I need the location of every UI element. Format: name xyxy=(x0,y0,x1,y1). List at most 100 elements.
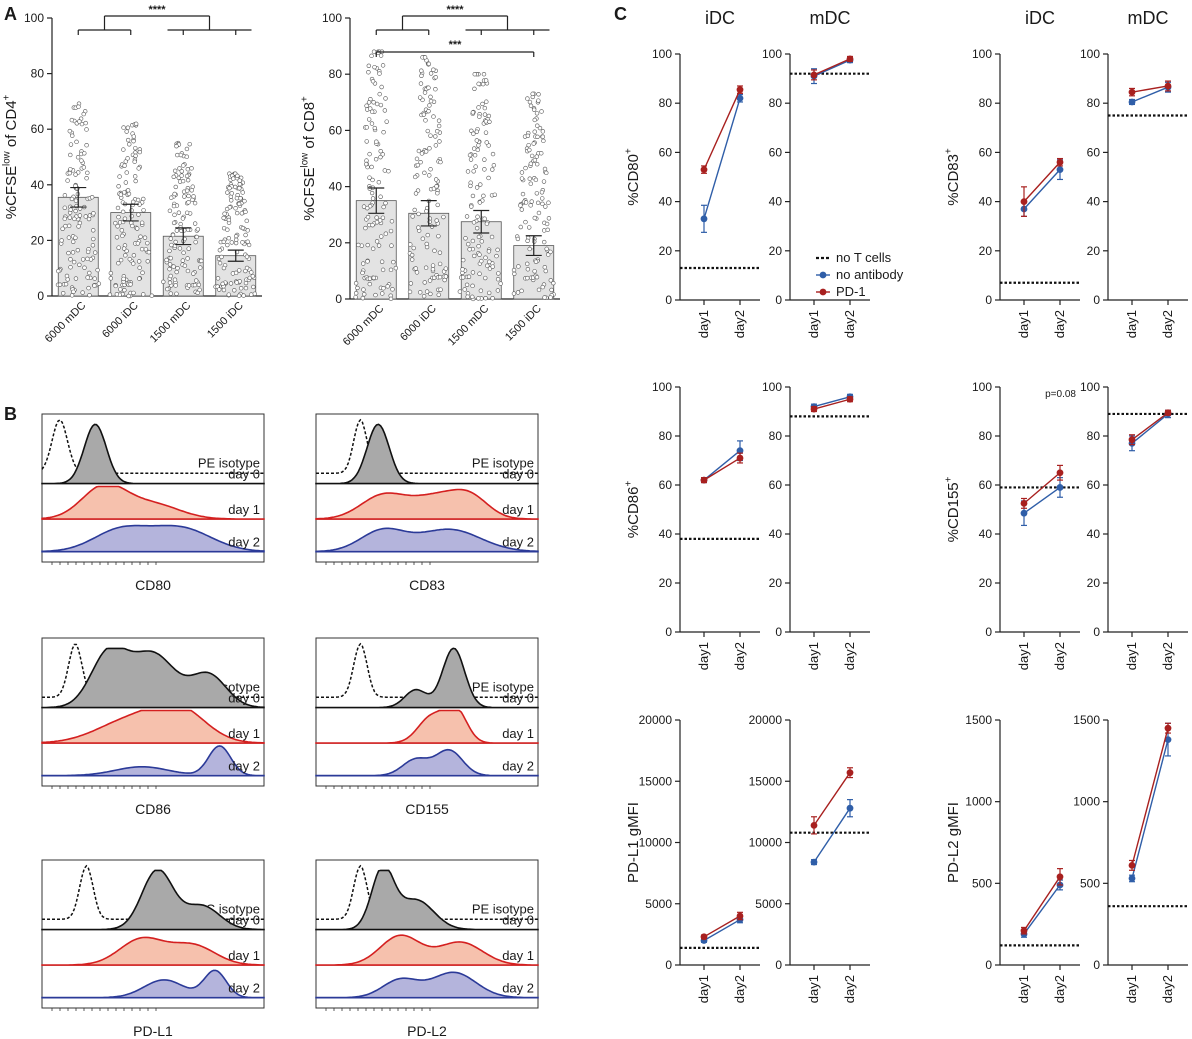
y-tick-label: 20 xyxy=(659,576,673,590)
data-point xyxy=(172,191,177,197)
data-point xyxy=(423,118,428,123)
data-point xyxy=(419,73,424,79)
data-point xyxy=(85,256,90,262)
data-point-no_antibody xyxy=(1128,98,1136,106)
data-point xyxy=(66,223,72,229)
data-point xyxy=(233,206,238,211)
data-point xyxy=(123,253,128,258)
data-point xyxy=(390,287,395,292)
data-point xyxy=(519,207,524,212)
data-point xyxy=(490,264,495,269)
column-title: mDC xyxy=(810,8,851,28)
data-point xyxy=(137,149,143,155)
data-point xyxy=(523,165,528,171)
data-point xyxy=(88,257,94,262)
y-tick-label: 20 xyxy=(979,576,993,590)
data-point xyxy=(123,180,129,185)
data-point xyxy=(168,255,173,261)
data-point xyxy=(386,169,391,174)
data-point xyxy=(175,266,180,271)
plot-frame xyxy=(41,859,265,1009)
data-point xyxy=(199,258,204,264)
series-line-no_antibody xyxy=(703,450,741,481)
data-point xyxy=(364,125,370,130)
data-point xyxy=(465,169,471,174)
data-point xyxy=(57,282,63,287)
data-point-pd1 xyxy=(1020,499,1028,507)
data-point xyxy=(82,151,87,156)
data-point xyxy=(250,274,256,279)
data-point xyxy=(372,64,377,70)
data-point xyxy=(475,147,480,153)
data-point xyxy=(424,209,429,214)
data-point xyxy=(174,143,179,149)
marker-label: CD80 xyxy=(135,577,171,593)
data-point xyxy=(541,138,546,144)
data-point xyxy=(370,177,375,183)
data-point xyxy=(132,159,137,164)
panel-letter-a: A xyxy=(4,4,17,24)
data-point xyxy=(66,235,72,240)
data-point xyxy=(532,215,537,221)
data-point xyxy=(135,241,141,246)
data-point-pd1 xyxy=(1020,927,1028,935)
line-plot-r1-c3: 0 20 40 60 80 100 day1 day2 xyxy=(1080,380,1188,670)
x-tick-label: day1 xyxy=(696,310,711,338)
x-tick-label: day2 xyxy=(1160,642,1175,670)
data-point xyxy=(121,147,126,152)
data-point xyxy=(185,256,190,261)
data-point xyxy=(244,218,249,224)
y-tick-label: 20 xyxy=(31,233,45,247)
y-tick-label: 60 xyxy=(979,478,993,492)
data-point xyxy=(81,111,86,117)
y-tick-label: 0 xyxy=(1093,293,1100,307)
y-tick-label: 0 xyxy=(665,958,672,972)
y-tick-label: 80 xyxy=(979,96,993,110)
data-point xyxy=(68,142,74,147)
data-point xyxy=(380,63,386,68)
x-tick-label: day2 xyxy=(732,310,747,338)
data-point xyxy=(70,250,76,255)
data-point xyxy=(131,261,136,266)
data-point xyxy=(215,276,221,281)
data-point xyxy=(534,191,540,196)
data-point xyxy=(470,238,476,244)
y-tick-label: 1000 xyxy=(1073,795,1100,809)
data-point xyxy=(527,147,532,153)
data-point xyxy=(479,258,484,264)
x-tick-label: 6000 mDC xyxy=(43,300,89,346)
data-point xyxy=(195,290,200,296)
y-tick-label: 100 xyxy=(972,47,992,61)
y-tick-label: 500 xyxy=(1080,876,1100,890)
row-label: day 1 xyxy=(228,502,260,517)
histogram-day1 xyxy=(41,485,265,520)
data-point xyxy=(543,204,548,209)
data-point xyxy=(540,129,546,134)
data-point xyxy=(380,291,385,296)
data-point xyxy=(72,216,77,222)
data-point-no_antibody xyxy=(1056,166,1064,174)
data-point xyxy=(167,208,173,214)
data-point xyxy=(135,226,140,231)
data-point xyxy=(416,148,422,154)
row-label: day 1 xyxy=(502,726,534,741)
data-point xyxy=(91,236,96,242)
data-point xyxy=(483,296,488,301)
data-point xyxy=(476,81,481,87)
data-point xyxy=(59,238,64,243)
data-point xyxy=(67,215,73,220)
row-label: day 0 xyxy=(502,913,534,928)
data-point xyxy=(443,266,449,271)
data-point xyxy=(237,268,242,273)
data-point xyxy=(122,163,127,168)
series-line-pd1 xyxy=(703,915,741,938)
data-point xyxy=(240,190,245,195)
data-point xyxy=(353,291,359,296)
data-point xyxy=(171,174,176,179)
data-point xyxy=(67,170,72,176)
data-point xyxy=(473,164,478,169)
data-point xyxy=(413,266,418,271)
data-point xyxy=(525,238,530,243)
data-point xyxy=(527,176,532,181)
data-point xyxy=(443,274,449,279)
